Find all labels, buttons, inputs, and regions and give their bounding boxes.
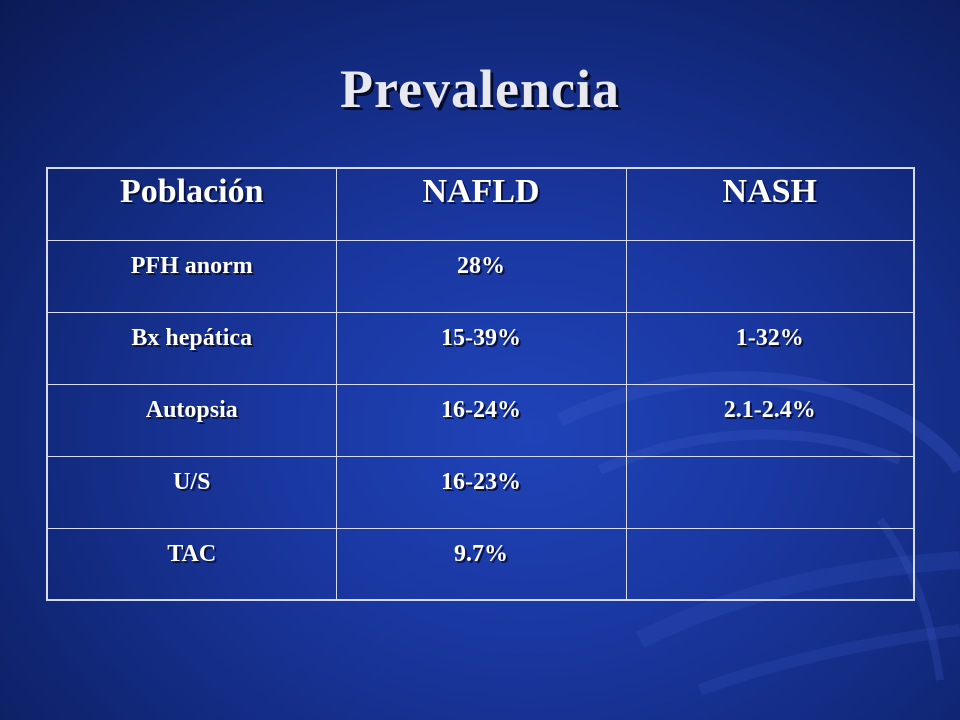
table-cell: 9.7% xyxy=(335,527,627,601)
table-cell xyxy=(625,527,915,601)
table-cell xyxy=(625,239,915,313)
table-cell xyxy=(625,455,915,529)
slide-title: Prevalencia xyxy=(340,59,620,119)
table-row: Autopsia 16-24% 2.1-2.4% xyxy=(46,383,915,457)
table-cell: PFH anorm xyxy=(46,239,337,313)
table-cell: 28% xyxy=(335,239,627,313)
column-header-nafld: NAFLD xyxy=(335,167,627,241)
column-header-poblacion: Población xyxy=(46,167,337,241)
table-cell: Bx hepática xyxy=(46,311,337,385)
table-cell: 16-24% xyxy=(335,383,627,457)
prevalence-table: Población NAFLD NASH PFH anorm 28% Bx he… xyxy=(46,167,915,601)
table-row: U/S 16-23% xyxy=(46,455,915,529)
table-cell: Autopsia xyxy=(46,383,337,457)
table-cell: 1-32% xyxy=(625,311,915,385)
table-row: TAC 9.7% xyxy=(46,527,915,601)
table-header-row: Población NAFLD NASH xyxy=(46,167,915,241)
table-cell: U/S xyxy=(46,455,337,529)
table-row: PFH anorm 28% xyxy=(46,239,915,313)
table-cell: 2.1-2.4% xyxy=(625,383,915,457)
table-row: Bx hepática 15-39% 1-32% xyxy=(46,311,915,385)
table-cell: 15-39% xyxy=(335,311,627,385)
table-cell: TAC xyxy=(46,527,337,601)
column-header-nash: NASH xyxy=(625,167,915,241)
table-cell: 16-23% xyxy=(335,455,627,529)
